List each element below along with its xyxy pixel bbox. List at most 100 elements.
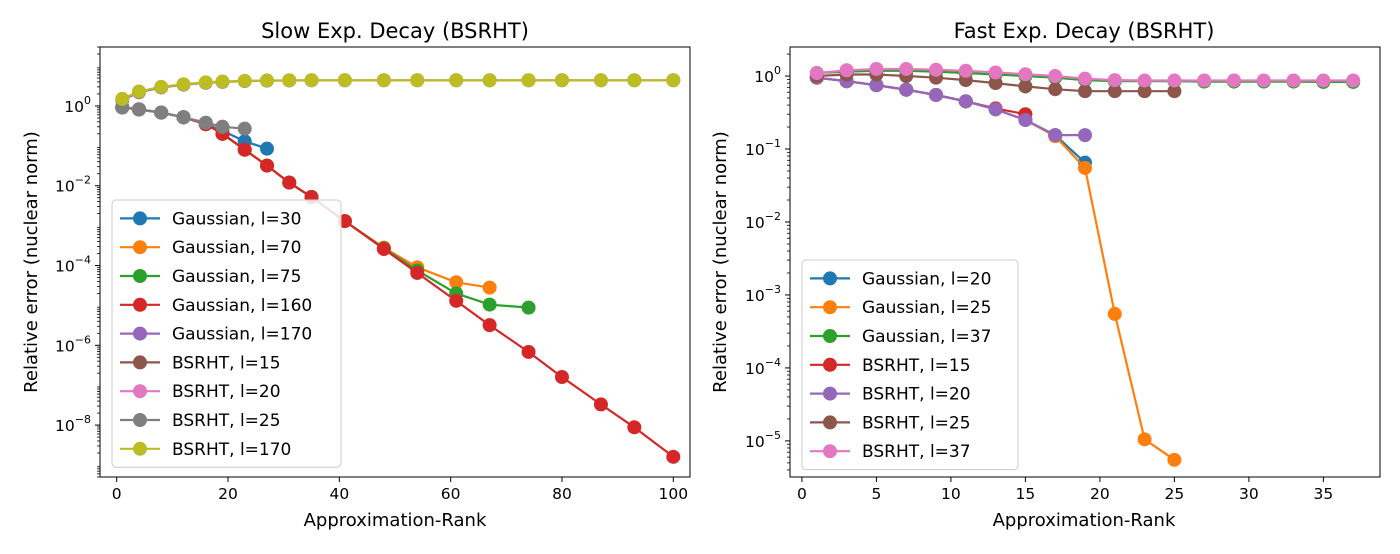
right-x-tick-label: 20: [1090, 485, 1110, 503]
series-line: [816, 76, 1086, 164]
data-point: [1078, 128, 1092, 143]
data-point: [154, 79, 169, 94]
legend-marker: [133, 326, 147, 341]
left-plot-frame: [99, 46, 691, 478]
left-y-tick-label: 10−2: [55, 174, 91, 196]
data-point: [666, 449, 681, 464]
legend-label: BSRHT, l=20: [172, 382, 281, 402]
legend-marker: [133, 297, 147, 312]
data-point: [237, 121, 252, 136]
data-point: [1048, 82, 1063, 97]
legend-item: BSRHT, l=25: [810, 413, 971, 433]
data-point: [929, 62, 944, 77]
y-tick-base: 10: [55, 417, 75, 435]
data-point: [376, 241, 391, 256]
data-point: [1137, 73, 1152, 88]
right-y-axis-label: Relative error (nuclear norm): [710, 131, 731, 393]
right-x-ticks: 0 5 10 15 20 25 30 35: [797, 477, 1333, 503]
y-tick-base: 10: [745, 360, 765, 378]
data-point: [627, 73, 642, 88]
data-point: [1137, 84, 1152, 99]
y-tick-base: 10: [745, 141, 765, 159]
data-point: [1346, 73, 1361, 88]
legend-item: Gaussian, l=75: [120, 267, 301, 287]
data-point: [1137, 432, 1152, 447]
series-line: [816, 76, 1085, 137]
data-point: [1197, 73, 1212, 88]
right-series-layer: [809, 61, 1361, 467]
data-point: [1286, 73, 1301, 88]
legend-label: Gaussian, l=37: [862, 327, 991, 347]
data-point: [869, 61, 884, 76]
data-point: [593, 73, 608, 88]
legend-label: BSRHT, l=170: [172, 440, 291, 460]
legend-label: Gaussian, l=170: [172, 325, 312, 345]
data-point: [554, 370, 569, 385]
data-point: [988, 65, 1003, 80]
data-point: [988, 102, 1003, 117]
data-point: [482, 297, 497, 312]
legend-label: BSRHT, l=20: [862, 385, 971, 405]
legend-label: BSRHT, l=25: [172, 411, 281, 431]
data-point: [215, 74, 230, 89]
right-y-tick-label: 10−3: [745, 283, 781, 305]
right-x-tick-label: 30: [1239, 485, 1259, 503]
data-point: [482, 73, 497, 88]
data-point: [1167, 73, 1182, 88]
legend-label: Gaussian, l=70: [172, 238, 301, 258]
y-tick-exponent: 0: [774, 64, 781, 77]
legend-marker: [133, 441, 147, 456]
legend-item: BSRHT, l=15: [810, 356, 971, 376]
data-point: [449, 73, 464, 88]
data-point: [899, 82, 914, 97]
legend-item: Gaussian, l=30: [120, 209, 301, 229]
data-point: [449, 293, 464, 308]
y-tick-exponent: 0: [84, 94, 91, 107]
right-y-tick-label: 10−1: [745, 137, 781, 159]
legend-item: BSRHT, l=15: [120, 353, 281, 373]
data-point: [1316, 73, 1331, 88]
y-tick-exponent: −4: [765, 356, 781, 369]
left-x-ticks: 0 20 40 60 80 100: [112, 477, 688, 503]
y-tick-base: 10: [745, 287, 765, 305]
data-point: [1107, 73, 1122, 88]
right-x-tick-label: 15: [1016, 485, 1036, 503]
y-tick-exponent: −2: [75, 174, 91, 187]
data-point: [237, 73, 252, 88]
legend-item: Gaussian, l=25: [810, 298, 991, 318]
data-point: [1018, 112, 1033, 127]
right-x-tick-label: 0: [797, 485, 807, 503]
y-tick-exponent: −2: [765, 210, 781, 223]
legend-label: Gaussian, l=20: [862, 269, 991, 289]
left-legend-box: [111, 199, 342, 468]
legend-marker: [133, 269, 147, 283]
left-x-tick-label: 80: [552, 485, 572, 503]
left-y-tick-label: 10−8: [55, 413, 91, 435]
data-point: [593, 397, 608, 412]
right-x-tick-label: 25: [1165, 485, 1185, 503]
y-tick-exponent: −6: [75, 333, 91, 346]
legend-marker: [133, 355, 147, 370]
left-x-tick-label: 40: [329, 485, 349, 503]
left-series-layer: [115, 73, 681, 464]
left-x-tick-label: 60: [441, 485, 461, 503]
right-legend: Gaussian, l=20 Gaussian, l=25 Gaussian, l=…: [801, 259, 1019, 471]
y-tick-base: 10: [55, 178, 75, 196]
left-y-axis-label: Relative error (nuclear norm): [21, 131, 42, 393]
legend-marker: [823, 357, 837, 372]
legend-label: BSRHT, l=37: [862, 442, 971, 462]
legend-marker: [823, 300, 837, 315]
data-point: [1256, 73, 1271, 88]
legend-item: Gaussian, l=160: [120, 296, 312, 316]
right-chart-panel: Fast Exp. Decay (BSRHT) Approximation-Ra…: [710, 19, 1381, 531]
data-point: [215, 119, 230, 134]
legend-item: Gaussian, l=170: [120, 325, 312, 345]
left-y-tick-label: 100: [64, 94, 91, 116]
right-x-tick-label: 5: [871, 485, 881, 503]
data-point: [521, 300, 536, 315]
series-bsrht-l-170: [115, 73, 681, 106]
data-point: [1018, 79, 1033, 94]
